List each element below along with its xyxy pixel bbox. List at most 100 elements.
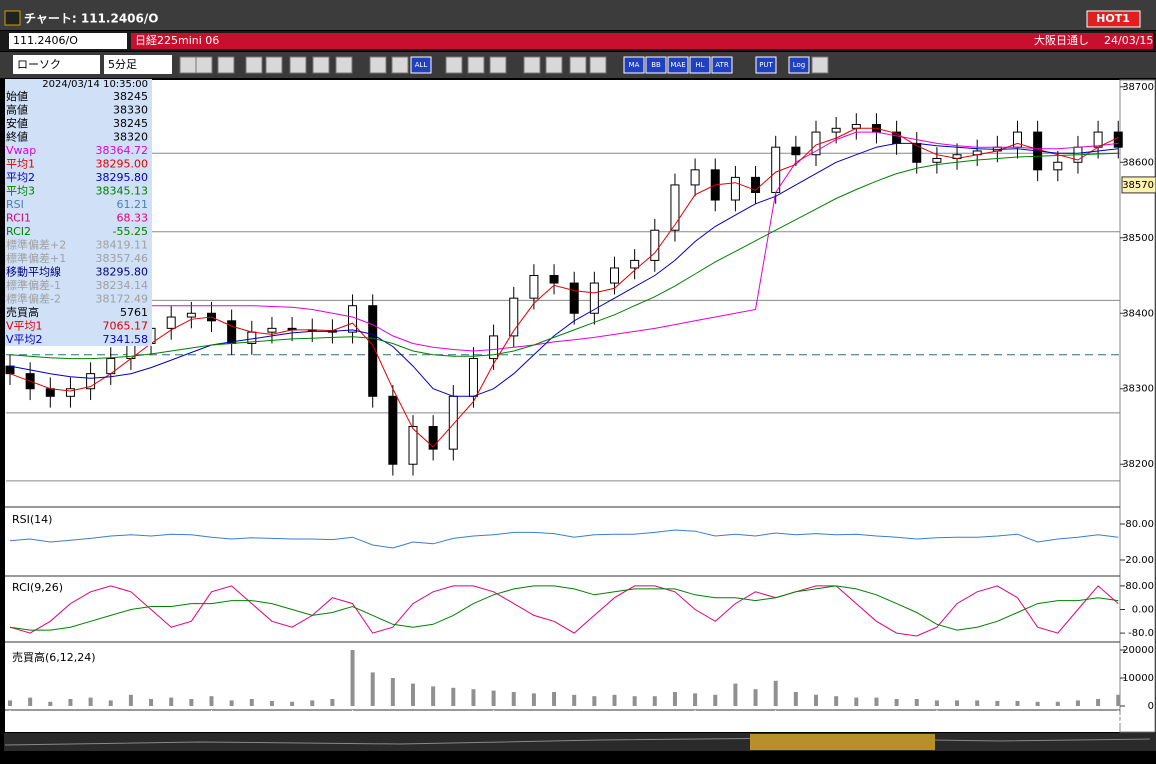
volume-bar xyxy=(733,683,738,706)
tool-icon xyxy=(467,56,485,74)
tool-button-label: ATR xyxy=(715,61,729,69)
info-label: 標準偏差-1 xyxy=(6,278,61,292)
tool-button[interactable] xyxy=(755,56,777,74)
series-line xyxy=(9,142,1119,397)
tool-icon xyxy=(369,56,387,74)
volume-bar xyxy=(350,650,355,706)
candle-body xyxy=(610,267,619,284)
interval-select[interactable] xyxy=(104,55,172,74)
candle-body xyxy=(549,275,559,284)
info-value: 38172.49 xyxy=(96,293,149,306)
tool-button[interactable] xyxy=(667,56,689,74)
volume-bar xyxy=(411,683,415,706)
hot-button[interactable] xyxy=(1086,10,1141,28)
tool-icon xyxy=(245,56,263,74)
y-tick-label: 20.00 xyxy=(1125,555,1154,566)
tool-button-label: ALL xyxy=(415,61,428,69)
tool-icon xyxy=(335,56,353,74)
candle-body xyxy=(771,146,781,193)
volume-bar xyxy=(652,696,657,706)
tool-icon xyxy=(811,56,829,74)
app-icon xyxy=(4,10,21,26)
series-line xyxy=(10,131,1119,352)
volume-bar xyxy=(592,696,597,706)
info-value: 38357.46 xyxy=(96,252,149,265)
tool-button-label: BB xyxy=(651,61,661,69)
volume-bar xyxy=(249,699,254,706)
candle-body xyxy=(751,176,761,193)
volume-bar xyxy=(914,699,919,706)
tool-button[interactable] xyxy=(711,56,733,74)
volume-bar xyxy=(370,672,375,706)
volume-bar xyxy=(672,692,677,706)
tool-button[interactable] xyxy=(645,56,667,74)
info-label: 終値 xyxy=(6,130,28,144)
panel-title: RSI(14) xyxy=(12,513,52,526)
volume-bar xyxy=(632,696,637,706)
info-label: 平均2 xyxy=(6,171,35,184)
y-tick-label: 0.00 xyxy=(1132,605,1154,616)
info-value: 7341.58 xyxy=(103,333,149,346)
candle-body xyxy=(186,312,196,318)
tool-button[interactable] xyxy=(788,56,810,74)
tool-button-label: MAE xyxy=(670,61,685,69)
volume-bar xyxy=(612,694,617,706)
candle-body xyxy=(1113,131,1123,148)
volume-bar xyxy=(854,697,859,706)
tool-button-label: MA xyxy=(629,61,640,69)
info-value: 38330 xyxy=(113,104,148,117)
info-label: Vwap xyxy=(6,144,36,157)
candle-body xyxy=(932,158,942,163)
y-tick-label: 80.00 xyxy=(1125,581,1154,592)
tool-button[interactable] xyxy=(623,56,645,74)
price-tag-label: 38570 xyxy=(1122,180,1154,191)
volume-bar xyxy=(209,696,214,706)
x-tick-label: 14 xyxy=(687,713,703,726)
y-tick-label: 38200 xyxy=(1122,459,1154,470)
info-label: 標準偏差+2 xyxy=(6,238,66,252)
info-value: 5761 xyxy=(120,306,148,319)
info-value: 7065.17 xyxy=(103,320,149,333)
candle-body xyxy=(791,146,801,156)
interval-value: 5分足 xyxy=(108,58,137,71)
x-tick-label: 11 xyxy=(486,713,501,726)
tool-icon xyxy=(217,56,235,74)
info-value: 38245 xyxy=(113,90,148,103)
volume-bar xyxy=(793,692,798,706)
volume-bar xyxy=(1075,700,1080,706)
volume-bar xyxy=(471,689,476,706)
info-label: V平均1 xyxy=(6,320,43,333)
toolbar-icons: ALL MA BB MAE HL ATR PUT Log xyxy=(179,56,829,74)
tool-button[interactable] xyxy=(410,56,432,74)
title-bar xyxy=(0,0,1156,30)
tool-icon xyxy=(569,56,587,74)
date: 24/03/15 xyxy=(1104,34,1153,47)
info-value: 38320 xyxy=(113,131,148,144)
tool-icon xyxy=(589,56,607,74)
info-label: RSI xyxy=(6,198,24,211)
volume-bar xyxy=(773,680,778,706)
info-label: 平均1 xyxy=(6,158,35,171)
series-line xyxy=(9,127,1119,448)
volume-bar xyxy=(955,700,960,706)
info-value: 38295.80 xyxy=(96,171,149,184)
volume-bar xyxy=(1116,694,1121,706)
y-tick-label: -80.0 xyxy=(1128,628,1154,639)
info-label: 高値 xyxy=(6,103,28,117)
style-select[interactable] xyxy=(13,55,100,74)
candle-body xyxy=(348,305,358,333)
symbol-input[interactable] xyxy=(9,33,127,49)
info-value: 68.33 xyxy=(117,212,149,225)
scroll-thumb[interactable] xyxy=(750,734,935,750)
candle-body xyxy=(408,425,418,465)
candle-body xyxy=(428,425,438,450)
tool-button[interactable] xyxy=(689,56,711,74)
candle-body xyxy=(45,388,55,397)
candle-body xyxy=(589,282,599,314)
candle-body xyxy=(448,395,458,450)
symbol-name-bar xyxy=(131,33,1153,49)
tool-icon xyxy=(312,56,330,74)
series-line xyxy=(9,529,1119,549)
volume-bar xyxy=(128,694,133,706)
